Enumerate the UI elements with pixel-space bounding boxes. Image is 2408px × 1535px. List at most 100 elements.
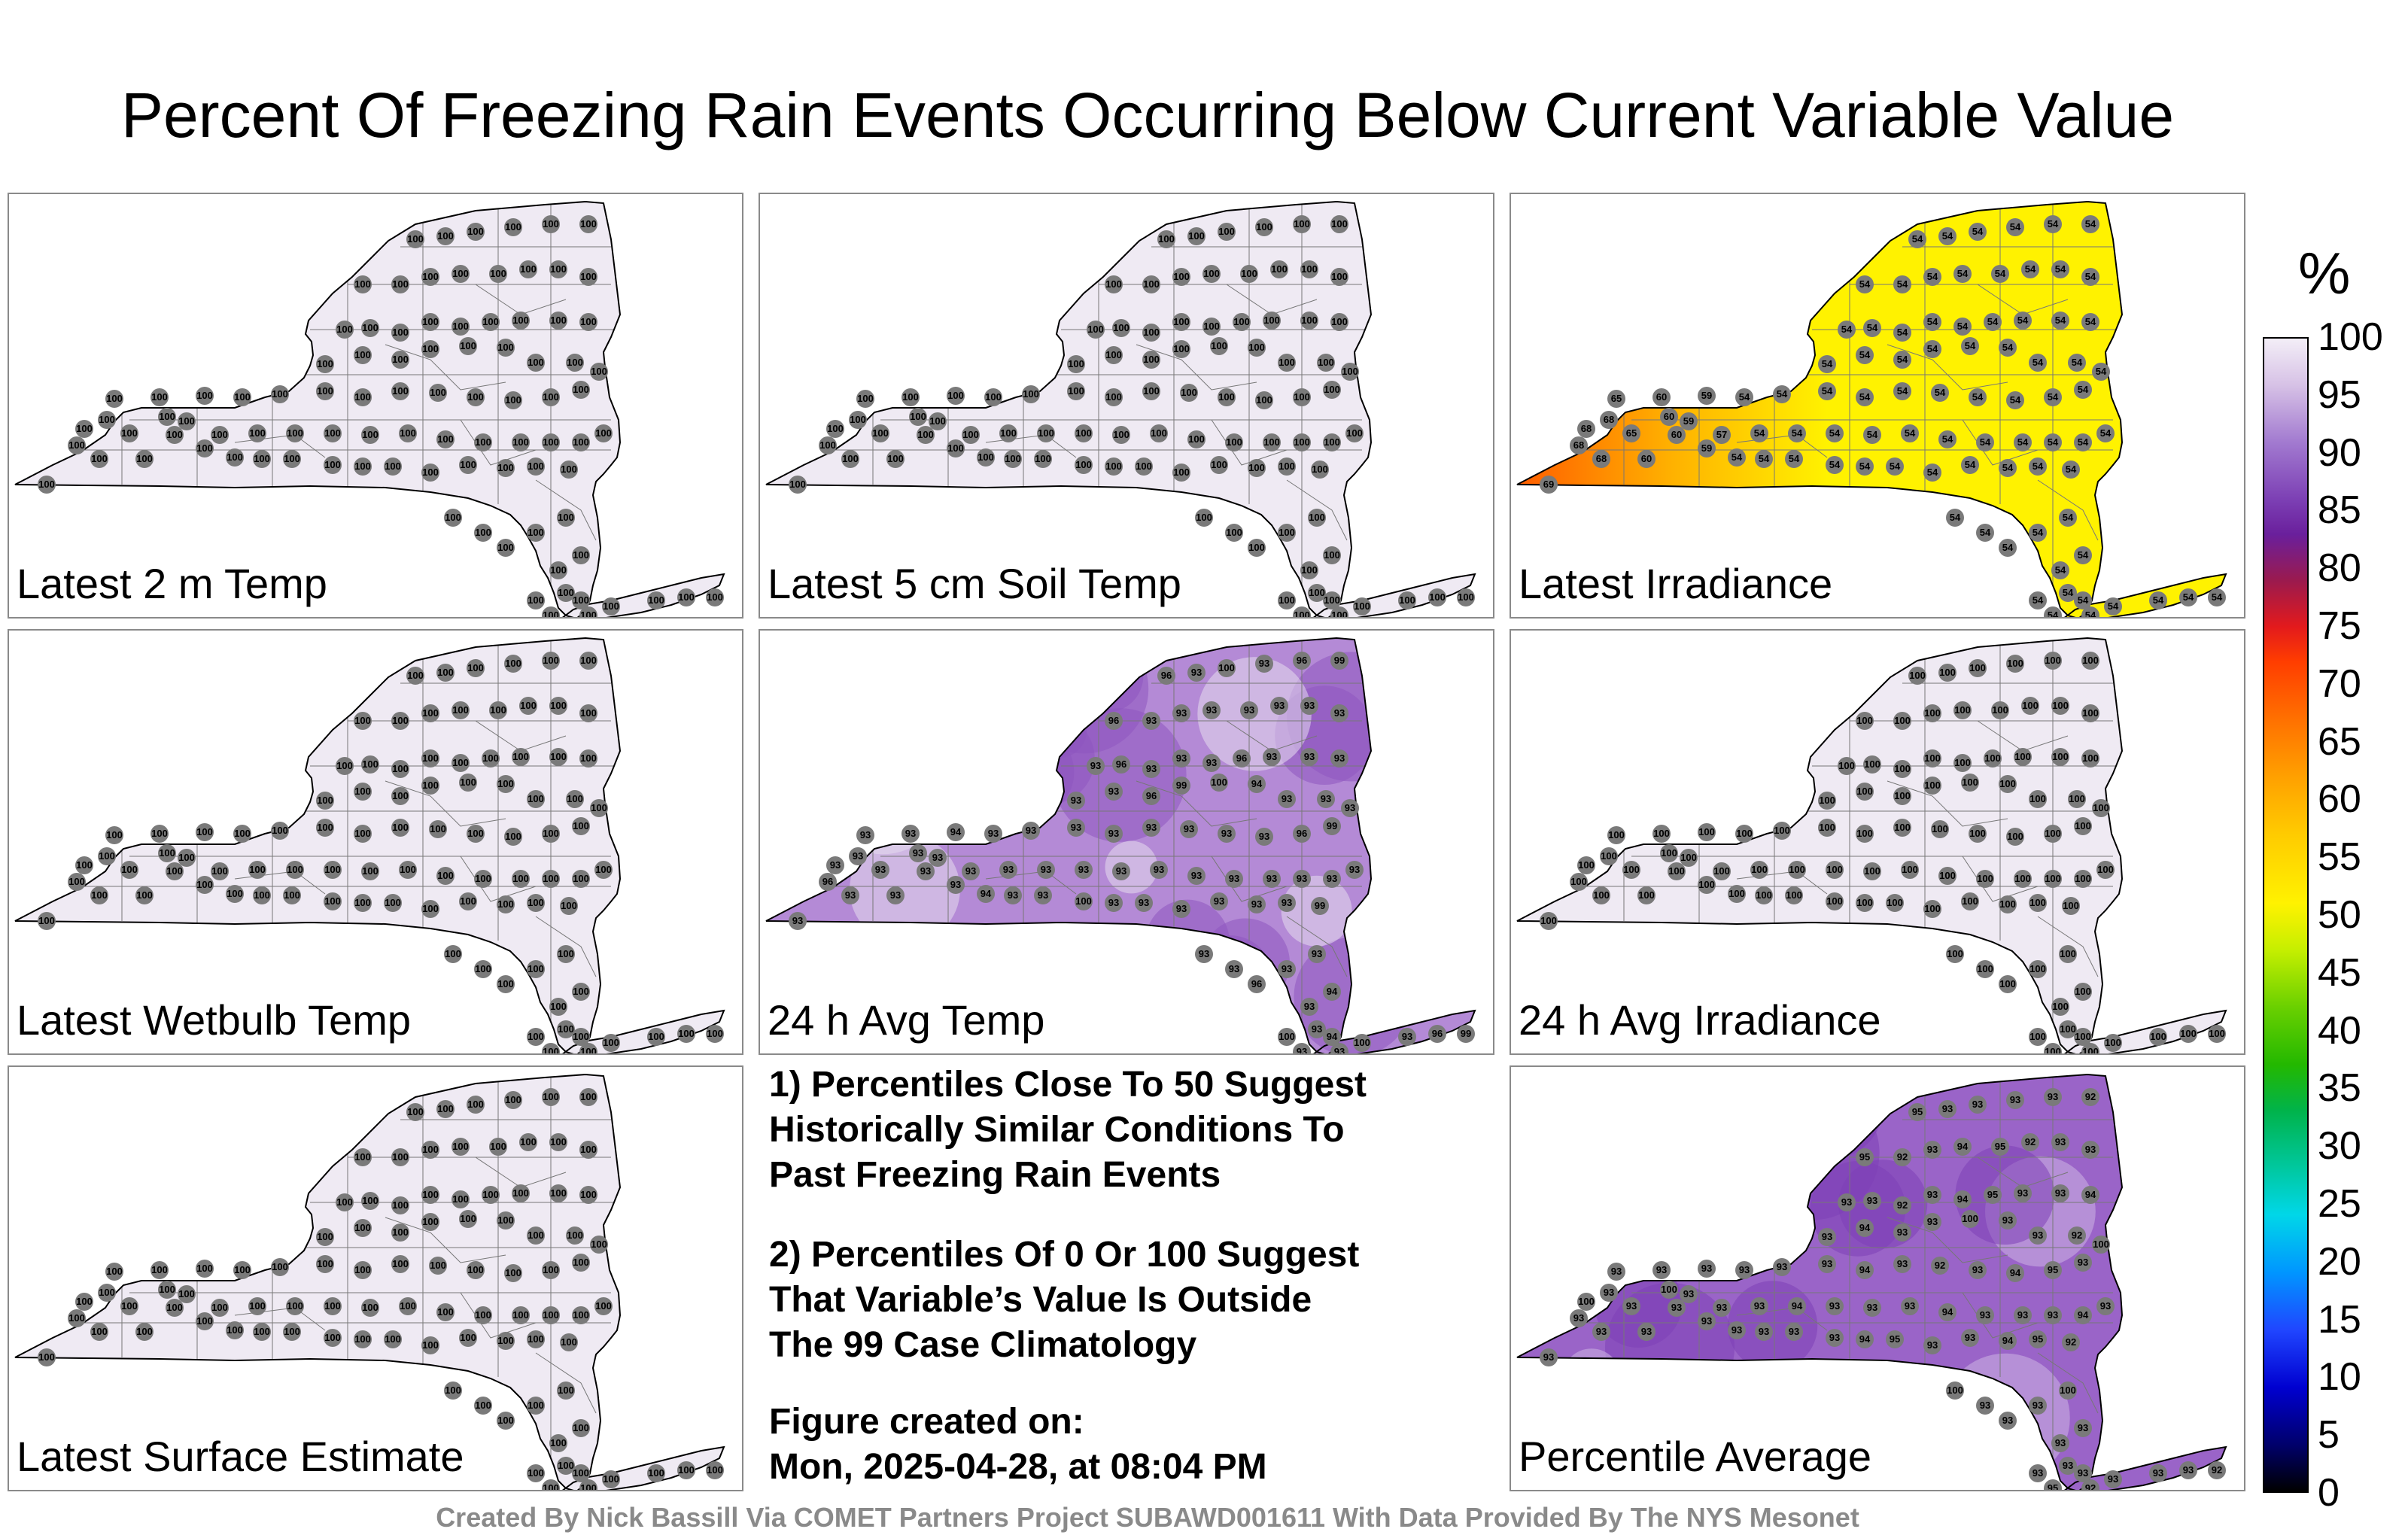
station-marker: 96 <box>1105 712 1123 730</box>
station-marker: 100 <box>75 856 93 874</box>
station-value: 100 <box>1902 864 1918 875</box>
station-marker: 54 <box>1938 430 1956 448</box>
station-value: 93 <box>1754 1300 1765 1312</box>
colorbar-tick-label: 65 <box>2318 719 2361 764</box>
station-value: 100 <box>497 1335 514 1346</box>
station-value: 54 <box>1897 385 1908 397</box>
station-value: 93 <box>1008 889 1018 901</box>
station-value: 65 <box>1626 427 1637 439</box>
station-marker: 100 <box>2044 1043 2062 1053</box>
station-marker: 54 <box>2059 509 2077 527</box>
station-value: 54 <box>2010 394 2021 406</box>
station-value: 100 <box>2014 751 2031 762</box>
station-value: 95 <box>1859 1151 1870 1163</box>
station-marker: 94 <box>1938 1303 1956 1321</box>
station-value: 100 <box>422 343 439 354</box>
station-marker: 100 <box>871 424 889 442</box>
station-marker: 95 <box>1886 1330 1904 1348</box>
station-value: 93 <box>1789 1326 1799 1337</box>
station-marker: 54 <box>2081 606 2099 617</box>
station-value: 100 <box>1856 786 1873 797</box>
station-marker: 100 <box>399 861 417 879</box>
station-value: 54 <box>2055 564 2066 576</box>
station-marker: 100 <box>354 346 372 364</box>
colorbar-tick-label: 45 <box>2318 950 2361 995</box>
station-value: 54 <box>1867 429 1878 440</box>
station-value: 100 <box>1698 879 1715 890</box>
station-value: 54 <box>2063 512 2074 523</box>
station-marker: 68 <box>1592 450 1610 468</box>
station-value: 100 <box>512 1309 529 1321</box>
station-value: 93 <box>1732 1324 1742 1336</box>
station-value: 99 <box>1315 900 1325 911</box>
station-marker: 99 <box>1323 817 1341 835</box>
station-value: 100 <box>422 316 439 327</box>
station-marker: 93 <box>1713 1299 1731 1317</box>
station-value: 95 <box>2048 1482 2058 1491</box>
station-value: 100 <box>1924 903 1941 914</box>
station-value: 100 <box>573 820 589 831</box>
station-marker: 54 <box>2029 591 2047 609</box>
station-marker: 100 <box>1785 886 1803 904</box>
station-value: 54 <box>1927 316 1938 327</box>
station-value: 68 <box>1604 414 1614 425</box>
station-marker: 100 <box>819 436 837 454</box>
station-marker: 100 <box>271 385 289 403</box>
station-marker: 100 <box>1278 354 1296 372</box>
station-value: 100 <box>2063 900 2079 911</box>
county-boundary <box>1136 780 1257 827</box>
county-boundary <box>535 1352 597 1414</box>
station-value: 100 <box>1218 662 1235 673</box>
station-marker: 93 <box>2179 1461 2197 1479</box>
colorbar-tick-label: 85 <box>2318 488 2361 533</box>
station-value: 100 <box>543 1046 559 1055</box>
station-value: 93 <box>1259 831 1269 842</box>
station-marker: 100 <box>1300 561 1318 579</box>
station-marker: 93 <box>1195 945 1213 963</box>
station-value: 93 <box>1214 895 1224 907</box>
station-value: 100 <box>505 1094 521 1105</box>
station-marker: 93 <box>1075 861 1093 879</box>
station-marker: 100 <box>1323 546 1341 564</box>
station-value: 100 <box>317 1258 333 1269</box>
station-value: 100 <box>196 826 213 837</box>
station-value: 100 <box>284 453 300 464</box>
station-marker: 100 <box>489 701 507 719</box>
station-value: 100 <box>99 850 115 862</box>
station-marker: 100 <box>324 456 342 474</box>
station-value: 54 <box>1905 427 1916 439</box>
station-marker: 100 <box>527 1028 545 1046</box>
station-value: 100 <box>91 889 108 901</box>
station-marker: 54 <box>1976 433 1994 451</box>
station-marker: 100 <box>316 819 334 837</box>
station-value: 100 <box>1211 777 1227 788</box>
note-1-line-3: Past Freezing Rain Events <box>769 1155 1221 1195</box>
station-marker: 100 <box>2179 1025 2197 1043</box>
station-marker: 100 <box>482 1186 500 1204</box>
station-value: 54 <box>1897 327 1908 338</box>
station-marker: 54 <box>2074 546 2092 564</box>
station-value: 100 <box>1143 327 1160 338</box>
station-marker: 100 <box>1353 1034 1371 1052</box>
station-marker: 93 <box>1308 945 1326 963</box>
station-marker: 100 <box>2062 897 2080 915</box>
station-value: 100 <box>1999 778 2016 789</box>
station-marker: 100 <box>1863 862 1881 880</box>
station-value: 100 <box>1728 888 1745 899</box>
station-value: 100 <box>38 479 55 490</box>
station-value: 100 <box>430 823 446 834</box>
station-marker: 93 <box>1087 757 1105 775</box>
station-value: 100 <box>2045 828 2061 839</box>
station-value: 93 <box>1282 793 1292 804</box>
station-marker: 54 <box>1856 388 1874 406</box>
station-marker: 59 <box>1698 439 1716 457</box>
station-value: 100 <box>467 828 484 839</box>
notes-block-2: 2) Percentiles Of 0 Or 100 Suggest That … <box>769 1233 1491 1368</box>
station-value: 100 <box>422 467 439 478</box>
station-marker: 54 <box>2074 591 2092 609</box>
station-marker: 100 <box>1105 275 1123 293</box>
station-value: 93 <box>792 915 803 926</box>
station-value: 54 <box>1739 391 1750 403</box>
station-marker: 93 <box>1330 1043 1348 1053</box>
